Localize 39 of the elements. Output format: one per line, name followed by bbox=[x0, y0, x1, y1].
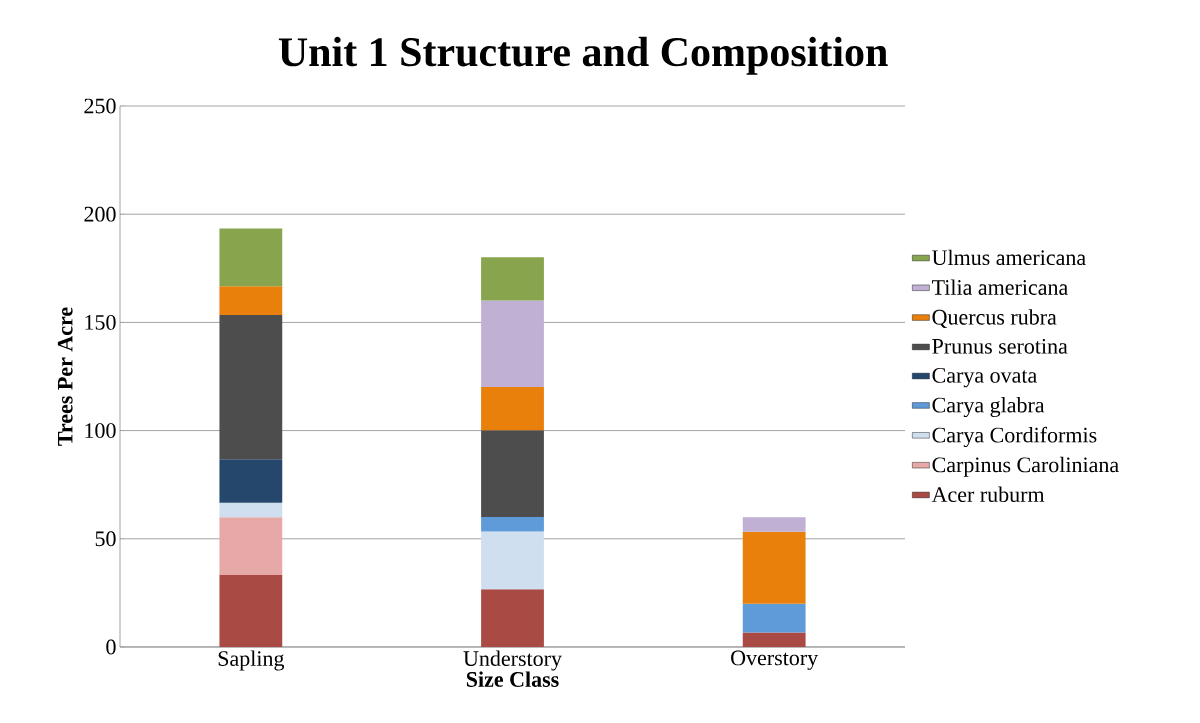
legend-label: Tilia americana bbox=[931, 279, 1068, 295]
bar bbox=[219, 315, 283, 460]
y-tick-label: 150 bbox=[85, 314, 116, 330]
legend-label: Quercus rubra bbox=[932, 309, 1057, 328]
bar bbox=[219, 517, 283, 575]
bar bbox=[742, 517, 806, 532]
x-tick-label: Understory bbox=[463, 650, 562, 671]
legend-label: Carya Cordiformis bbox=[932, 426, 1097, 448]
legend-label: Carpinus Caroliniana bbox=[932, 456, 1119, 477]
y-tick-label: 50 bbox=[95, 531, 116, 547]
bar bbox=[481, 430, 544, 517]
legend-label: Carya ovata bbox=[932, 367, 1037, 388]
x-axis-title: Size Class bbox=[466, 671, 559, 687]
legend-label: Ulmus americana bbox=[932, 249, 1086, 266]
bar bbox=[742, 603, 806, 633]
bar bbox=[219, 574, 283, 647]
bar bbox=[219, 502, 283, 518]
bar bbox=[742, 531, 806, 604]
y-tick-label: 200 bbox=[84, 206, 116, 222]
bar bbox=[219, 459, 283, 503]
bar bbox=[481, 589, 544, 647]
x-tick-label: Sapling bbox=[218, 650, 285, 671]
bar bbox=[219, 286, 283, 316]
bar bbox=[219, 228, 283, 287]
bar bbox=[481, 387, 544, 431]
y-tick-label: 0 bbox=[106, 639, 116, 655]
y-axis-title: Trees Per Acre bbox=[57, 307, 73, 446]
bar bbox=[742, 632, 806, 647]
bar bbox=[481, 516, 544, 532]
bar bbox=[481, 300, 544, 388]
bar bbox=[481, 257, 544, 301]
chart-title: Unit 1 Structure and Composition bbox=[278, 36, 888, 75]
y-tick-label: 250 bbox=[84, 98, 116, 114]
x-tick-label: Overstory bbox=[731, 650, 819, 670]
bar bbox=[481, 531, 544, 590]
legend-label: Acer ruburm bbox=[931, 486, 1045, 503]
legend-label: Prunus serotina bbox=[932, 338, 1068, 354]
y-tick-label: 100 bbox=[85, 423, 116, 439]
legend-label: Carya glabra bbox=[932, 397, 1045, 418]
